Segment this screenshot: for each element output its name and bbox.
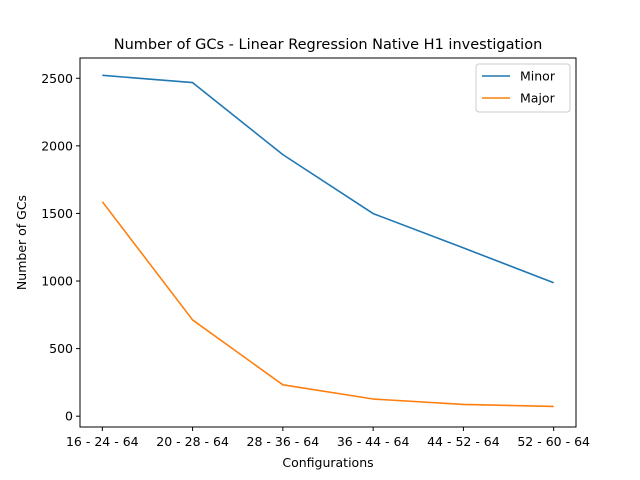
legend-label-major: Major: [520, 91, 556, 106]
y-tick-label: 500: [49, 341, 73, 356]
x-axis-label: Configurations: [282, 455, 373, 470]
series-line-major: [101, 201, 554, 408]
series-lines: [101, 74, 554, 408]
y-tick-label: 1500: [41, 206, 73, 221]
y-axis-label: Number of GCs: [14, 195, 29, 290]
x-tick-label: 28 - 36 - 64: [247, 434, 320, 449]
x-tick-label: 36 - 44 - 64: [337, 434, 410, 449]
y-axis: 0 500 1000 1500 2000 2500: [41, 71, 80, 424]
x-tick-label: 44 - 52 - 64: [427, 434, 500, 449]
plot-area: [79, 57, 577, 428]
x-axis: 16 - 24 - 64 20 - 28 - 64 28 - 36 - 64 36 -…: [66, 427, 590, 449]
y-tick-label: 2500: [41, 71, 73, 86]
plot-frame: [79, 57, 577, 428]
y-tick-label: 2000: [41, 138, 73, 153]
x-tick-label: 20 - 28 - 64: [156, 434, 229, 449]
legend-label-minor: Minor: [520, 69, 556, 84]
y-tick-label: 1000: [41, 274, 73, 289]
y-tick-label: 0: [65, 409, 73, 424]
x-tick-label: 16 - 24 - 64: [66, 434, 139, 449]
x-tick-label: 52 - 60 - 64: [517, 434, 590, 449]
legend: Minor Major: [475, 63, 571, 113]
chart-title: Number of GCs - Linear Regression Native…: [114, 37, 543, 53]
series-line-minor: [102, 74, 554, 284]
